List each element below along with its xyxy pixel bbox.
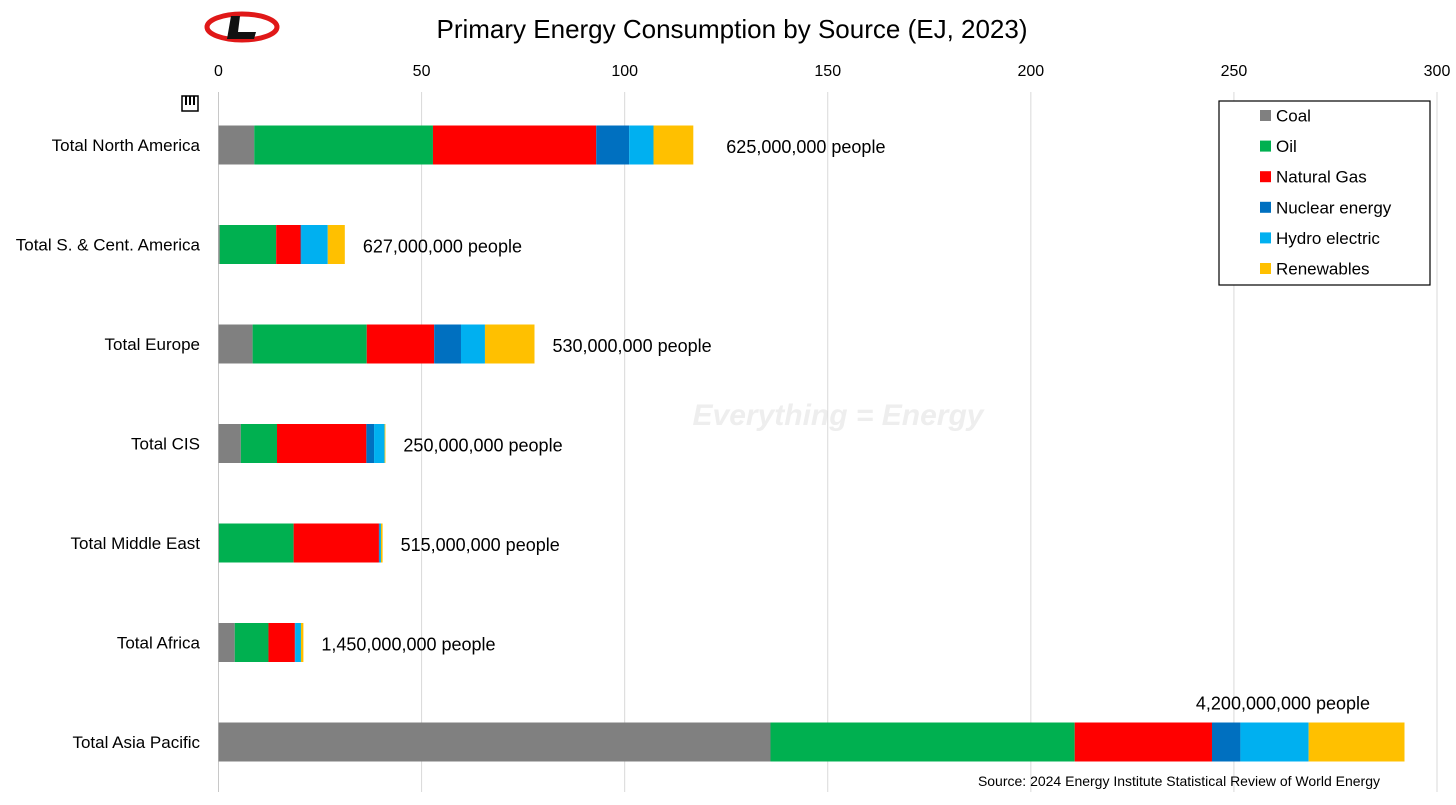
legend-label: Natural Gas	[1276, 168, 1367, 187]
bar-segment: Total Middle East — Natural Gas: 21	[294, 524, 379, 563]
chart-title: Primary Energy Consumption by Source (EJ…	[436, 14, 1027, 44]
bar-segment: Total North America — Natural Gas: 40.2	[433, 126, 596, 165]
x-tick-label: 200	[1017, 63, 1044, 80]
bar-segment: Total Asia Pacific — Oil: 74.9	[770, 723, 1074, 762]
bar-segment: Total S. & Cent. America — Nuclear energ…	[301, 225, 302, 264]
legend-swatch	[1260, 171, 1271, 182]
bar-segment: Total S. & Cent. America — Renewables: 4…	[328, 225, 345, 264]
category-label: Total Asia Pacific	[72, 733, 200, 752]
bar-segment: Total CIS — Natural Gas: 22	[277, 424, 366, 463]
bar-segment: Total Asia Pacific — Hydro electric: 16.…	[1240, 723, 1308, 762]
category-label: Total Europe	[105, 335, 200, 354]
bar-segment: Total Asia Pacific — Coal: 135.9	[219, 723, 771, 762]
bar-segment: Total Asia Pacific — Renewables: 23.6	[1309, 723, 1405, 762]
bar-segment: Total Europe — Coal: 8.4	[219, 325, 253, 364]
legend-label: Oil	[1276, 137, 1297, 156]
bar-segment: Total CIS — Renewables: 0.2	[385, 424, 386, 463]
bar-segment: Total Africa — Natural Gas: 6.5	[268, 623, 294, 662]
bar-segment: Total CIS — Hydro electric: 2.6	[374, 424, 385, 463]
bar-segment: Total North America — Hydro electric: 6	[629, 126, 653, 165]
legend-label: Renewables	[1276, 260, 1370, 279]
bar-segment: Total North America — Renewables: 9.8	[654, 126, 694, 165]
population-annotation: 1,450,000,000 people	[321, 635, 495, 655]
x-tick-label: 50	[413, 63, 431, 80]
x-tick-label: 100	[611, 63, 638, 80]
bar-segment: Total Africa — Coal: 4	[219, 623, 235, 662]
bar-segment: Total S. & Cent. America — Oil: 13.9	[220, 225, 276, 264]
population-annotation: 250,000,000 people	[403, 436, 562, 456]
bar-segment: Total Middle East — Nuclear energy: 0.2	[379, 524, 380, 563]
bar-segment: Total Europe — Oil: 28.1	[253, 325, 367, 364]
bar-segment: Total Europe — Natural Gas: 16.6	[367, 325, 434, 364]
legend: Coal Oil Natural Gas Nuclear energy Hydro el…	[1219, 101, 1430, 285]
x-tick-label: 300	[1424, 63, 1451, 80]
bar-segment: Total North America — Nuclear energy: 8.…	[596, 126, 629, 165]
legend-swatch	[1260, 110, 1271, 121]
population-annotation: 4,200,000,000 people	[1196, 694, 1370, 714]
bar-segment: Total Africa — Oil: 8.3	[235, 623, 269, 662]
x-axis-tick-labels: 0 50 100 150 200 250 300	[214, 63, 1450, 80]
piano-keys-icon	[182, 96, 198, 111]
category-label: Total Middle East	[71, 534, 201, 553]
bar-segment: Total Middle East — Oil: 18.4	[219, 524, 294, 563]
bar-segment: Total Africa — Renewables: 0.6	[301, 623, 303, 662]
category-label: Total S. & Cent. America	[16, 236, 201, 255]
x-tick-label: 150	[814, 63, 841, 80]
bar-segment: Total Europe — Nuclear energy: 6.6	[434, 325, 461, 364]
source-note: Source: 2024 Energy Institute Statistica…	[978, 773, 1380, 789]
bar-segment: Total CIS — Nuclear energy: 1.9	[366, 424, 374, 463]
bar-segment: Total S. & Cent. America — Natural Gas: …	[276, 225, 300, 264]
legend-label: Hydro electric	[1276, 229, 1380, 248]
bar-segment: Total S. & Cent. America — Coal: 0.3	[219, 225, 220, 264]
x-tick-label: 0	[214, 63, 223, 80]
watermark: Everything = Energy	[693, 399, 985, 432]
bar-segment: Total Europe — Renewables: 12.2	[485, 325, 535, 364]
legend-box	[1219, 101, 1430, 285]
legend-swatch	[1260, 232, 1271, 243]
category-label: Total North America	[52, 136, 201, 155]
bar-segment: Total North America — Coal: 8.8	[219, 126, 255, 165]
category-label: Total CIS	[131, 435, 200, 454]
legend-label: Nuclear energy	[1276, 198, 1392, 217]
population-annotation: 627,000,000 people	[363, 237, 522, 257]
legend-swatch	[1260, 202, 1271, 213]
x-tick-label: 250	[1221, 63, 1248, 80]
bar-segment: Total Europe — Hydro electric: 5.9	[461, 325, 485, 364]
legend-label: Coal	[1276, 107, 1311, 126]
population-annotation: 625,000,000 people	[726, 137, 885, 157]
brand-logo	[207, 14, 277, 40]
bar-segment: Total North America — Oil: 44	[254, 126, 433, 165]
bar-segment: Total Middle East — Hydro electric: 0.3	[380, 524, 381, 563]
category-label: Total Africa	[117, 634, 201, 653]
category-labels: Total North America Total S. & Cent. Amer…	[16, 136, 201, 752]
bar-segment: Total Asia Pacific — Natural Gas: 33.8	[1075, 723, 1212, 762]
population-annotation: 530,000,000 people	[552, 336, 711, 356]
legend-swatch	[1260, 263, 1271, 274]
population-annotation: 515,000,000 people	[401, 535, 560, 555]
bar-segment: Total Asia Pacific — Nuclear energy: 7	[1212, 723, 1240, 762]
bar-segment: Total CIS — Oil: 8.9	[241, 424, 277, 463]
bar-segment: Total Africa — Hydro electric: 1.4	[295, 623, 301, 662]
bar-segment: Total Middle East — Renewables: 0.4	[381, 524, 383, 563]
bar-segment: Total CIS — Coal: 5.5	[219, 424, 241, 463]
bar-segment: Total S. & Cent. America — Hydro electri…	[301, 225, 327, 264]
legend-swatch	[1260, 141, 1271, 152]
